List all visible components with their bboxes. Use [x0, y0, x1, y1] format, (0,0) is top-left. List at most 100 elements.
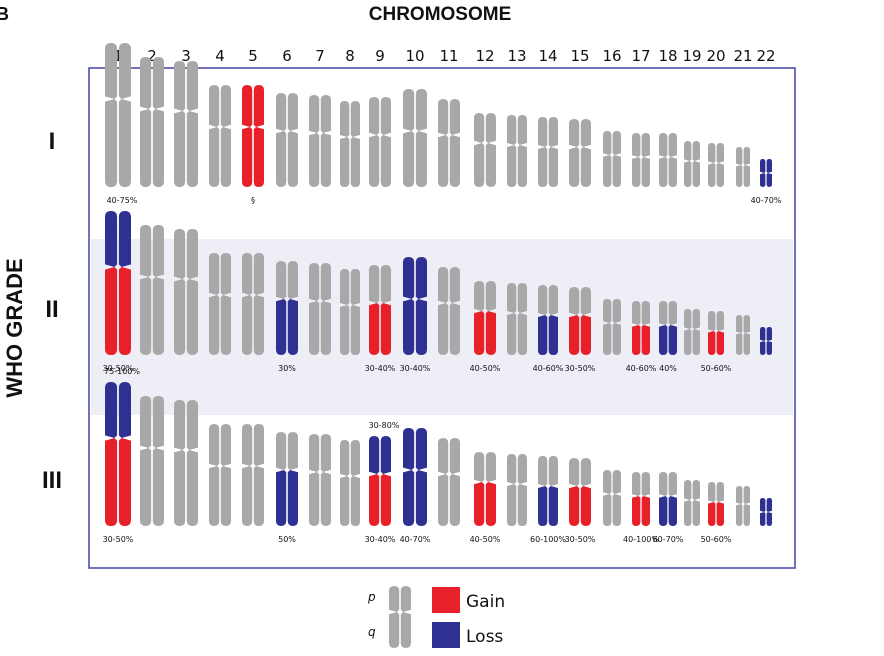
chromosome-8-q-arm: [340, 137, 350, 187]
chromosome-18-q-arm: [659, 325, 668, 355]
chromosome-7-p-arm: [309, 434, 320, 472]
chromosome-1-q-arm: [105, 267, 118, 355]
chromosome-number-18: 18: [658, 47, 677, 65]
chromosome-7: [309, 263, 331, 355]
chromosome-17-p-arm: [641, 472, 650, 496]
chromosome-16-q-arm: [603, 323, 612, 355]
chromosome-19-q-arm: [684, 329, 692, 355]
chromosome-7: [309, 95, 331, 187]
chromosome-21-q-arm: [743, 504, 750, 526]
chromosome-20-q-arm: [708, 163, 716, 187]
chromosome-13-p-arm: [507, 283, 517, 313]
chromosome-12-p-arm: [474, 113, 485, 143]
chromosome-8-p-arm: [350, 269, 360, 305]
chromosome-16-q-arm: [612, 494, 621, 526]
grade-rows: I § 40-70% II 40-75% 30-50% 30% 30-40% 30-40% 40-…: [42, 43, 782, 544]
chromosome-15-p-arm: [580, 458, 591, 486]
chromosome-3-q-arm: [174, 279, 186, 355]
chromosome-10-q-arm: [403, 299, 415, 355]
chromosome-number-row: 1 2 3 4 5 6 7 8 9 10 11 12 13 14 15 16 17 18 19 20 21 22: [113, 47, 775, 65]
legend-chromosome-icon-p-arm: [389, 586, 400, 612]
chromosome-21-p-arm: [743, 486, 750, 504]
chromosome-15-q-arm: [580, 147, 591, 187]
chromosome-16: [603, 131, 621, 187]
chromosome-21: [736, 147, 750, 187]
chromosome-5-q-arm: [253, 127, 264, 187]
chromosome-4: [209, 85, 231, 187]
chromosome-6-p-arm: [276, 432, 287, 470]
chromosome-number-13: 13: [507, 47, 526, 65]
chromosome-13: [507, 115, 527, 187]
chromosome-16-p-arm: [612, 131, 621, 155]
chromosome-6: [276, 432, 298, 526]
chromosome-2: [140, 57, 164, 187]
chromosome-10: [403, 428, 427, 526]
chromosome-15-p-arm: [569, 458, 580, 486]
chromosome-2-q-arm: [140, 277, 152, 355]
chromosome-13-q-arm: [517, 145, 527, 187]
chromosome-7-q-arm: [320, 472, 331, 526]
chromosome-number-22: 22: [756, 47, 775, 65]
chromosome-1-p-arm: [105, 382, 118, 438]
chromosome-9: [369, 97, 391, 187]
chromosome-15-p-arm: [569, 119, 580, 147]
chromosome-4-p-arm: [220, 424, 231, 466]
chromosome-20-q-arm: [716, 331, 724, 355]
chromosome-17-p-arm: [632, 133, 641, 157]
chromosome-12-q-arm: [485, 311, 496, 355]
chromosome-21-q-arm: [736, 165, 743, 187]
legend-chromosome-icon-q-arm: [400, 612, 411, 648]
chromosome-17-q-arm: [632, 325, 641, 355]
chromosome-21: [736, 486, 750, 526]
chromosome-18-q-arm: [668, 157, 677, 187]
chromosome-2: [140, 225, 164, 355]
chromosome-9: [369, 436, 391, 526]
chromosome-7-p-arm: [320, 95, 331, 133]
chromosome-20-q-arm: [708, 502, 716, 526]
chromosome-11-p-arm: [438, 438, 449, 474]
chromosome-22-p-arm: [766, 498, 772, 512]
chromosome-12-p-arm: [485, 113, 496, 143]
chromosome-8-q-arm: [350, 137, 360, 187]
frequency-label-below: 60-70%: [653, 535, 684, 544]
chromosome-6: [276, 261, 298, 355]
chromosome-1-p-arm: [118, 382, 131, 438]
chromosome-3-p-arm: [174, 229, 186, 279]
chromosome-6-p-arm: [287, 432, 298, 470]
chromosome-8-p-arm: [340, 101, 350, 137]
chromosome-17: [632, 301, 650, 355]
chromosome-1-q-arm: [118, 438, 131, 526]
chromosome-20: [708, 311, 724, 355]
legend-gain-label: Gain: [466, 592, 505, 612]
chromosome-number-16: 16: [602, 47, 621, 65]
chromosome-15-p-arm: [580, 119, 591, 147]
chromosome-13-p-arm: [517, 454, 527, 484]
chromosome-22: [760, 327, 772, 355]
chromosome-3-p-arm: [174, 61, 186, 111]
chromosome-7-p-arm: [309, 263, 320, 301]
chromosome-22: [760, 498, 772, 526]
chromosome-4-q-arm: [220, 127, 231, 187]
chromosome-20-p-arm: [708, 311, 716, 331]
chromosome-11-p-arm: [449, 99, 460, 135]
chromosome-22-p-arm: [760, 498, 766, 512]
chromosome-17: [632, 472, 650, 526]
chromosome-2: [140, 396, 164, 526]
chromosome-5-p-arm: [253, 424, 264, 466]
chromosome-number-14: 14: [538, 47, 557, 65]
frequency-label-below: 50%: [278, 535, 296, 544]
chromosome-15-p-arm: [580, 287, 591, 315]
chromosome-1: [105, 211, 131, 355]
chromosome-number-15: 15: [570, 47, 589, 65]
chromosome-3-p-arm: [186, 61, 198, 111]
chromosome-18-p-arm: [659, 472, 668, 496]
chromosome-1-p-arm: [105, 43, 118, 99]
chromosome-9-q-arm: [380, 303, 391, 355]
frequency-label-below: 50-60%: [701, 364, 732, 373]
chromosome-3-q-arm: [186, 279, 198, 355]
chromosome-6-q-arm: [287, 131, 298, 187]
chromosome-22-q-arm: [766, 341, 772, 355]
chromosome-9-p-arm: [369, 436, 380, 474]
chromosome-5-q-arm: [242, 127, 253, 187]
frequency-label-below: 40-50%: [470, 535, 501, 544]
